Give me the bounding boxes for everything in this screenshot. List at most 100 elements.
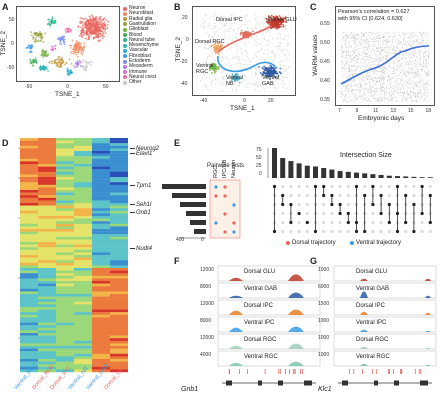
- tsne-point: [46, 68, 48, 70]
- tsne-point: [54, 22, 56, 24]
- heatmap-cell: [20, 179, 38, 183]
- heatmap-cell: [92, 296, 110, 300]
- warm-point: [370, 96, 372, 98]
- warm-point: [413, 85, 415, 87]
- heatmap-cell: [110, 231, 128, 235]
- warm-point: [391, 37, 393, 39]
- warm-point: [372, 32, 374, 34]
- warm-point: [382, 71, 384, 73]
- warm-point: [365, 39, 367, 41]
- background-point: [215, 31, 217, 33]
- matrix-dot: [379, 184, 383, 189]
- warm-point: [360, 41, 362, 43]
- warm-point: [405, 81, 407, 83]
- cluster-point: [213, 46, 216, 48]
- warm-point: [342, 61, 344, 63]
- warm-point: [378, 76, 380, 78]
- warm-point: [357, 66, 359, 68]
- warm-point: [377, 60, 379, 62]
- heatmap-cell: [38, 359, 56, 362]
- warm-point: [417, 36, 419, 38]
- warm-point: [361, 57, 363, 59]
- background-point: [259, 29, 261, 31]
- warm-point: [428, 54, 430, 56]
- warm-point: [416, 74, 418, 76]
- warm-point: [404, 91, 406, 93]
- warm-point: [394, 52, 396, 54]
- warm-point: [392, 71, 394, 73]
- warm-point: [352, 88, 354, 90]
- background-point: [259, 84, 262, 86]
- warm-point: [417, 70, 419, 72]
- cluster-point: [236, 79, 239, 82]
- warm-point: [423, 56, 425, 58]
- tsne-point: [57, 55, 60, 58]
- gene-label: Seh1l: [136, 202, 152, 208]
- heatmap-cell: [38, 177, 56, 180]
- heatmap-cell: [74, 221, 92, 224]
- warm-point: [346, 51, 348, 53]
- warm-point: [418, 75, 420, 77]
- warm-point: [385, 66, 387, 68]
- warm-point: [348, 65, 350, 67]
- warm-point: [397, 43, 399, 45]
- heatmap-cell: [20, 200, 38, 204]
- tsne-point: [34, 57, 37, 60]
- warm-point: [401, 92, 403, 94]
- tsne-point: [66, 27, 69, 30]
- warm-point: [388, 80, 390, 82]
- warm-point: [427, 96, 429, 98]
- heatmap-cell: [56, 320, 74, 323]
- background-point: [279, 37, 281, 40]
- tsne-point: [35, 59, 37, 62]
- warm-point: [406, 93, 408, 95]
- warm-point: [404, 41, 406, 43]
- background-point: [272, 83, 274, 85]
- warm-point: [366, 77, 368, 79]
- warm-point: [354, 65, 356, 67]
- gene-label-line: [130, 185, 135, 186]
- tsne-point: [81, 17, 84, 20]
- warm-point: [342, 67, 344, 69]
- cluster-point: [264, 67, 267, 70]
- legend-label: Radial glia: [129, 15, 153, 22]
- warm-point: [396, 99, 398, 101]
- warm-point: [391, 44, 393, 46]
- warm-point: [402, 32, 404, 34]
- warm-point: [418, 39, 420, 41]
- warm-point: [381, 77, 383, 79]
- tsne-point: [94, 29, 97, 31]
- panel-a-plot-area: [16, 6, 120, 82]
- tsne-point: [35, 32, 38, 35]
- warm-point: [387, 53, 389, 55]
- background-point: [221, 60, 223, 62]
- warm-point: [351, 45, 353, 47]
- background-point: [283, 65, 286, 67]
- warm-point: [367, 45, 369, 47]
- background-point: [221, 26, 223, 29]
- warm-point: [386, 59, 388, 61]
- track-label: Ventral IPC: [244, 320, 275, 326]
- warm-point: [355, 50, 357, 52]
- heatmap-cell: [38, 213, 56, 217]
- heatmap-cell: [38, 288, 56, 292]
- warm-point: [418, 86, 420, 88]
- warm-point: [367, 87, 369, 89]
- background-point: [226, 18, 228, 20]
- warm-point: [381, 86, 383, 88]
- warm-point: [341, 41, 343, 43]
- warm-point: [370, 51, 372, 53]
- warm-point: [405, 57, 407, 59]
- tsne-point: [85, 23, 88, 26]
- warm-point: [391, 97, 393, 99]
- warm-point: [420, 56, 422, 58]
- heatmap-cell: [92, 353, 110, 357]
- warm-point: [364, 53, 366, 55]
- warm-point: [358, 86, 360, 88]
- warm-point: [360, 86, 362, 88]
- warm-point: [420, 90, 422, 92]
- heatmap-cell: [38, 158, 56, 162]
- background-point: [279, 33, 282, 36]
- warm-point: [382, 56, 384, 58]
- warm-point: [414, 62, 416, 64]
